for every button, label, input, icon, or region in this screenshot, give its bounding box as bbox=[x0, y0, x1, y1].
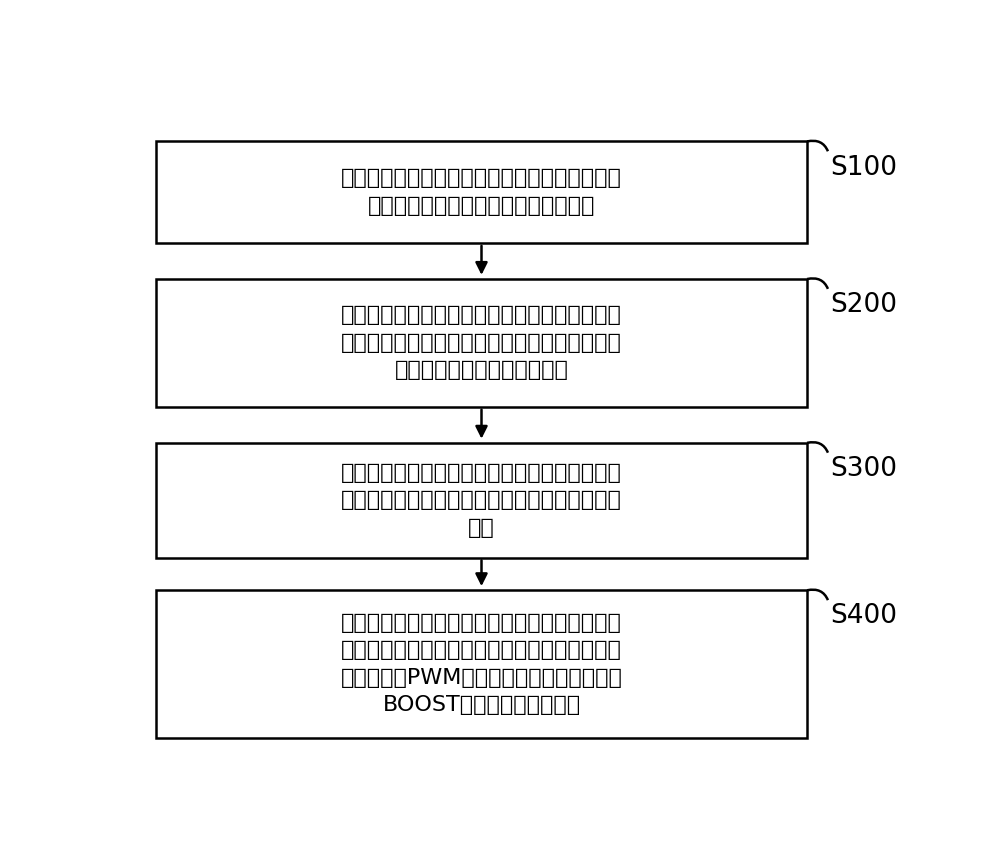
Bar bbox=[156, 141, 807, 243]
Bar bbox=[156, 591, 807, 738]
Text: 定信号，确定各取电器的输出电压与负载电流均: 定信号，确定各取电器的输出电压与负载电流均 bbox=[341, 640, 622, 660]
Text: 号，确定取电器在数字信号处理器的实际反馈电: 号，确定取电器在数字信号处理器的实际反馈电 bbox=[341, 490, 622, 511]
Text: BOOST升压电路的输出电压: BOOST升压电路的输出电压 bbox=[382, 695, 581, 716]
Text: 根据实际反馈电压量和数字信号处理器的电压给: 根据实际反馈电压量和数字信号处理器的电压给 bbox=[341, 613, 622, 633]
Text: 通过电流传感器获得取电器的负载电流信号，并: 通过电流传感器获得取电器的负载电流信号，并 bbox=[341, 168, 622, 188]
Text: 流信号对应的反馈电压补偿量: 流信号对应的反馈电压补偿量 bbox=[395, 361, 568, 380]
Text: S300: S300 bbox=[830, 456, 897, 482]
Bar bbox=[156, 279, 807, 407]
Text: 将负载电流信号输送到均流母线的接口: 将负载电流信号输送到均流母线的接口 bbox=[368, 196, 595, 216]
Text: S400: S400 bbox=[830, 603, 897, 630]
Text: S100: S100 bbox=[830, 155, 897, 180]
Text: 分的占空比PWM信号，根据占空比信号调整: 分的占空比PWM信号，根据占空比信号调整 bbox=[341, 668, 622, 688]
Text: S200: S200 bbox=[830, 292, 897, 318]
Text: 通过均流控制电路，根据反馈电压补偿量、负载: 通过均流控制电路，根据反馈电压补偿量、负载 bbox=[341, 306, 622, 325]
Text: 根据反馈电压补偿量和取电器的输出电压反馈信: 根据反馈电压补偿量和取电器的输出电压反馈信 bbox=[341, 463, 622, 483]
Bar bbox=[156, 443, 807, 557]
Text: 压量: 压量 bbox=[468, 517, 495, 538]
Text: 电流信号和均流母线上的电流值，获取与负载电: 电流信号和均流母线上的电流值，获取与负载电 bbox=[341, 333, 622, 353]
